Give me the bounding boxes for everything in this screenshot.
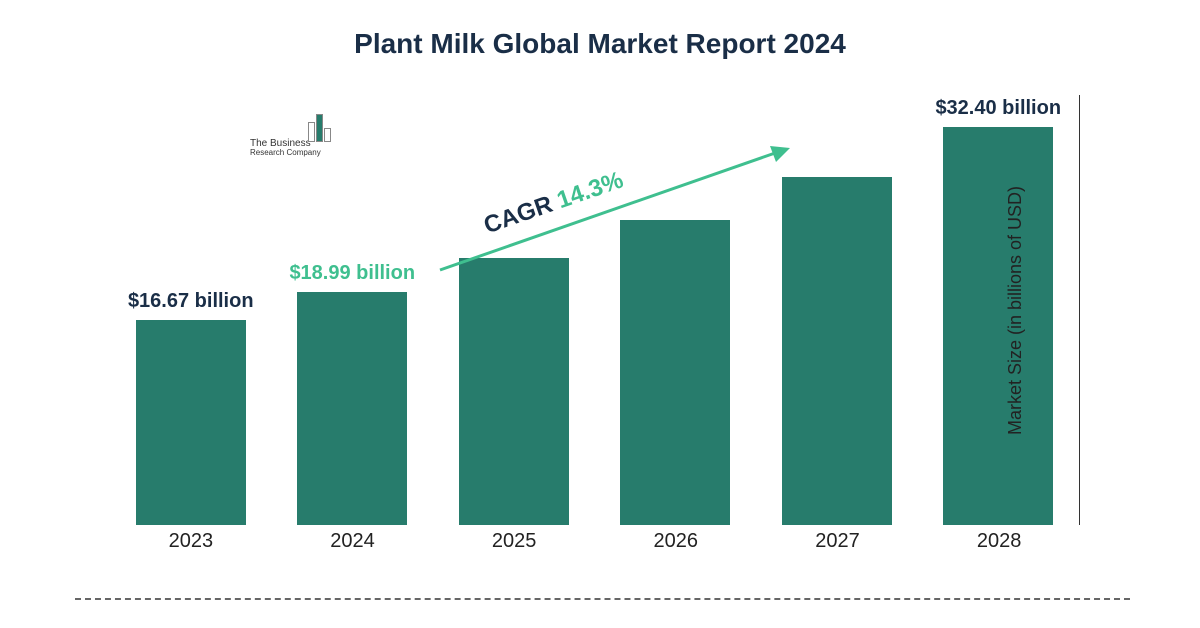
- x-axis-tick-label: 2025: [444, 530, 584, 553]
- bar-value-label: $18.99 billion: [287, 260, 417, 286]
- x-axis-tick-label: 2026: [606, 530, 746, 553]
- x-axis-labels: 2023 2024 2025 2026 2027 2028: [110, 530, 1080, 553]
- bar: [782, 177, 892, 525]
- bar: [297, 292, 407, 525]
- bar-group: $16.67 billion: [121, 320, 261, 525]
- bar: [459, 258, 569, 525]
- bars-container: $16.67 billion$18.99 billion$32.40 billi…: [110, 95, 1080, 525]
- bar-group: [767, 177, 907, 525]
- chart-title: Plant Milk Global Market Report 2024: [0, 0, 1200, 60]
- chart-plot-area: $16.67 billion$18.99 billion$32.40 billi…: [110, 95, 1080, 525]
- bar-value-label: $32.40 billion: [933, 95, 1063, 121]
- bar: [943, 127, 1053, 525]
- bar-value-label: $16.67 billion: [126, 288, 256, 314]
- bar-group: $18.99 billion: [282, 292, 422, 525]
- x-axis-tick-label: 2028: [929, 530, 1069, 553]
- bar-group: $32.40 billion: [928, 127, 1068, 525]
- bar-group: [605, 220, 745, 525]
- y-axis-label: Market Size (in billions of USD): [1005, 186, 1026, 435]
- x-axis-tick-label: 2027: [767, 530, 907, 553]
- x-axis-tick-label: 2023: [121, 530, 261, 553]
- bar: [136, 320, 246, 525]
- bar-group: [444, 258, 584, 525]
- x-axis-tick-label: 2024: [282, 530, 422, 553]
- footer-divider: [75, 598, 1130, 600]
- bar: [620, 220, 730, 525]
